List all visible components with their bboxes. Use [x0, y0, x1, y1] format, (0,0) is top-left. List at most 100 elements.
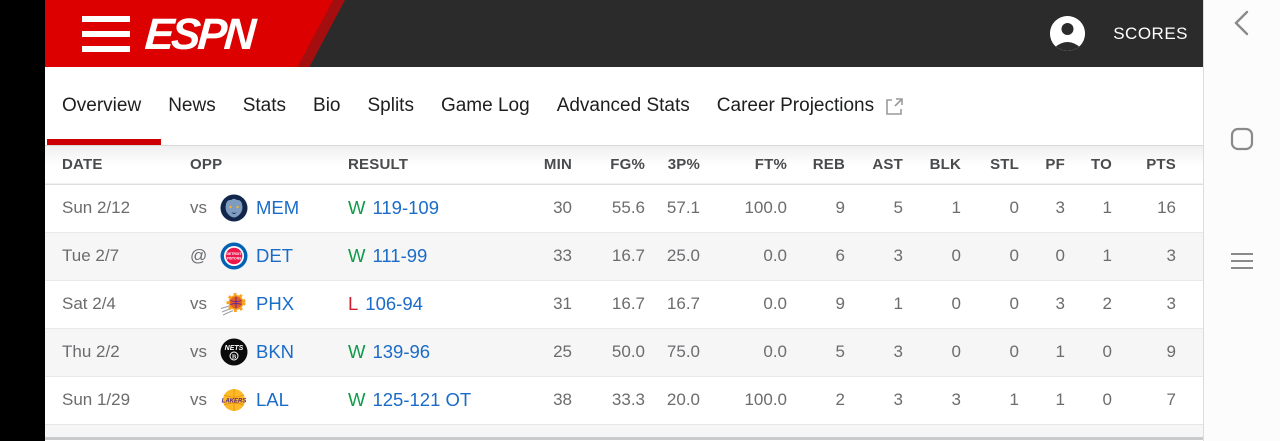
espn-logo-text: ESPN	[145, 10, 259, 59]
tab-bio[interactable]: Bio	[300, 67, 354, 145]
stat-to: 0	[1102, 390, 1112, 410]
col-reb: REB	[812, 156, 845, 174]
venue-indicator: @	[190, 246, 208, 265]
svg-text:DETROIT: DETROIT	[227, 252, 243, 256]
stat-blk: 1	[951, 198, 961, 217]
pistons-logo[interactable]: DETROIT PISTONS	[220, 242, 248, 270]
svg-text:NETS: NETS	[225, 345, 244, 352]
stat-ast: 3	[893, 246, 903, 265]
col-pts: PTS	[1146, 156, 1176, 174]
stat-to: 0	[1102, 342, 1112, 361]
stat-stl: 0	[1009, 246, 1019, 265]
home-square-icon[interactable]	[1229, 126, 1255, 152]
recents-icon[interactable]	[1229, 250, 1255, 272]
table-row: Sat 2/4 vs PHX	[45, 280, 1203, 328]
win-loss-indicator: W	[348, 341, 366, 362]
lakers-logo[interactable]: LAKERS	[220, 386, 248, 414]
scores-button[interactable]: SCORES	[1113, 23, 1188, 43]
game-score-link[interactable]: 106-94	[365, 293, 423, 314]
col-date: DATE	[62, 156, 103, 174]
tab-career-projections-label: Career Projections	[716, 95, 875, 116]
stat-stl: 0	[1009, 342, 1019, 361]
col-pf: PF	[1045, 156, 1065, 174]
grizzlies-logo[interactable]	[220, 194, 248, 222]
col-opp: OPP	[190, 156, 223, 174]
stat-fgpct: 16.7	[611, 294, 645, 313]
table-row: Thu 2/2 vs NETS B BKN	[45, 328, 1203, 376]
col-min: MIN	[543, 156, 572, 174]
profile-avatar[interactable]	[1050, 16, 1086, 51]
stat-min: 25	[553, 342, 572, 361]
stat-3ppct: 57.1	[666, 198, 700, 217]
espn-logo[interactable]: ESPN	[143, 7, 295, 59]
stat-3ppct: 75.0	[666, 342, 700, 361]
stat-stl: 1	[1009, 390, 1019, 410]
stat-reb: 2	[835, 390, 845, 410]
team-link-mem[interactable]: MEM	[256, 197, 300, 218]
game-date: Sun 1/29	[62, 390, 131, 410]
tab-splits[interactable]: Splits	[354, 67, 427, 145]
table-row: Tue 2/7 @ DETROIT PISTONS	[45, 232, 1203, 280]
svg-text:B: B	[232, 354, 237, 361]
back-chevron-icon[interactable]	[1229, 8, 1255, 38]
game-score-link[interactable]: 111-99	[372, 245, 428, 266]
stat-reb: 9	[835, 198, 845, 217]
suns-logo[interactable]	[220, 290, 248, 318]
stat-ftpct: 0.0	[763, 246, 787, 265]
col-to: TO	[1091, 156, 1112, 174]
table-row: Sun 2/12 vs MEM	[45, 184, 1203, 232]
win-loss-indicator: W	[348, 389, 366, 411]
stat-pf: 1	[1055, 342, 1065, 361]
stat-blk: 3	[951, 390, 961, 410]
game-date: Sat 2/4	[62, 294, 116, 313]
stat-stl: 0	[1009, 294, 1019, 313]
team-link-lal[interactable]: LAL	[256, 389, 289, 411]
stat-ftpct: 100.0	[744, 390, 787, 410]
stat-to: 1	[1102, 246, 1112, 265]
game-date: Tue 2/7	[62, 246, 120, 265]
external-link-icon	[884, 96, 905, 117]
tab-overview[interactable]: Overview	[47, 67, 161, 145]
game-score-link[interactable]: 119-109	[372, 197, 439, 218]
tab-stats[interactable]: Stats	[229, 67, 299, 145]
game-date: Sun 2/12	[62, 198, 131, 217]
menu-icon[interactable]	[82, 16, 130, 52]
tab-career-projections[interactable]: Career Projections	[703, 67, 918, 145]
col-blk: BLK	[929, 156, 961, 174]
stat-3ppct: 16.7	[666, 294, 700, 313]
team-link-det[interactable]: DET	[256, 245, 293, 266]
svg-text:PISTONS: PISTONS	[227, 256, 243, 260]
tab-advanced-stats[interactable]: Advanced Stats	[543, 67, 703, 145]
tab-game-log[interactable]: Game Log	[427, 67, 543, 145]
stat-ast: 3	[893, 390, 903, 410]
nets-logo[interactable]: NETS B	[220, 338, 248, 366]
stat-reb: 9	[835, 294, 845, 313]
stat-fgpct: 33.3	[611, 390, 645, 410]
game-score-link[interactable]: 125-121 OT	[372, 389, 472, 411]
stat-stl: 0	[1009, 198, 1019, 217]
stat-min: 31	[553, 294, 572, 313]
team-link-bkn[interactable]: BKN	[256, 341, 295, 362]
stat-ftpct: 0.0	[763, 294, 787, 313]
left-letterbox	[0, 0, 45, 441]
stat-pf: 0	[1055, 246, 1065, 265]
col-stl: STL	[990, 156, 1019, 174]
stat-blk: 0	[951, 246, 961, 265]
team-link-phx[interactable]: PHX	[256, 293, 295, 314]
stat-pts: 9	[1166, 342, 1176, 361]
svg-text:LAKERS: LAKERS	[222, 399, 247, 405]
tab-news[interactable]: News	[155, 67, 230, 145]
stat-to: 1	[1102, 198, 1112, 217]
stat-to: 2	[1102, 294, 1112, 313]
stat-blk: 0	[951, 294, 961, 313]
stat-pts: 3	[1166, 246, 1176, 265]
venue-indicator: vs	[190, 198, 207, 217]
next-row-partial	[45, 424, 1203, 437]
win-loss-indicator: L	[348, 293, 359, 314]
venue-indicator: vs	[190, 294, 207, 313]
stat-3ppct: 20.0	[666, 390, 700, 410]
game-score-link[interactable]: 139-96	[372, 341, 431, 362]
stat-reb: 5	[835, 342, 845, 361]
game-date: Thu 2/2	[62, 342, 120, 361]
